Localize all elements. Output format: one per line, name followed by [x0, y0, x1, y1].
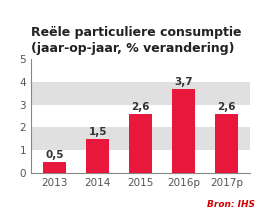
Bar — [215, 114, 238, 173]
Bar — [172, 89, 196, 173]
Text: 3,7: 3,7 — [174, 77, 193, 87]
Text: 2,6: 2,6 — [131, 102, 150, 112]
Bar — [129, 114, 152, 173]
Bar — [43, 162, 67, 173]
Bar — [31, 82, 250, 105]
Text: 2,6: 2,6 — [217, 102, 236, 112]
Bar — [86, 139, 109, 173]
Text: 1,5: 1,5 — [88, 127, 107, 137]
Text: Bron: IHS: Bron: IHS — [207, 200, 255, 209]
Text: 0,5: 0,5 — [45, 150, 64, 160]
Text: Reële particuliere consumptie
(jaar-op-jaar, % verandering): Reële particuliere consumptie (jaar-op-j… — [31, 26, 241, 55]
Bar — [31, 127, 250, 150]
